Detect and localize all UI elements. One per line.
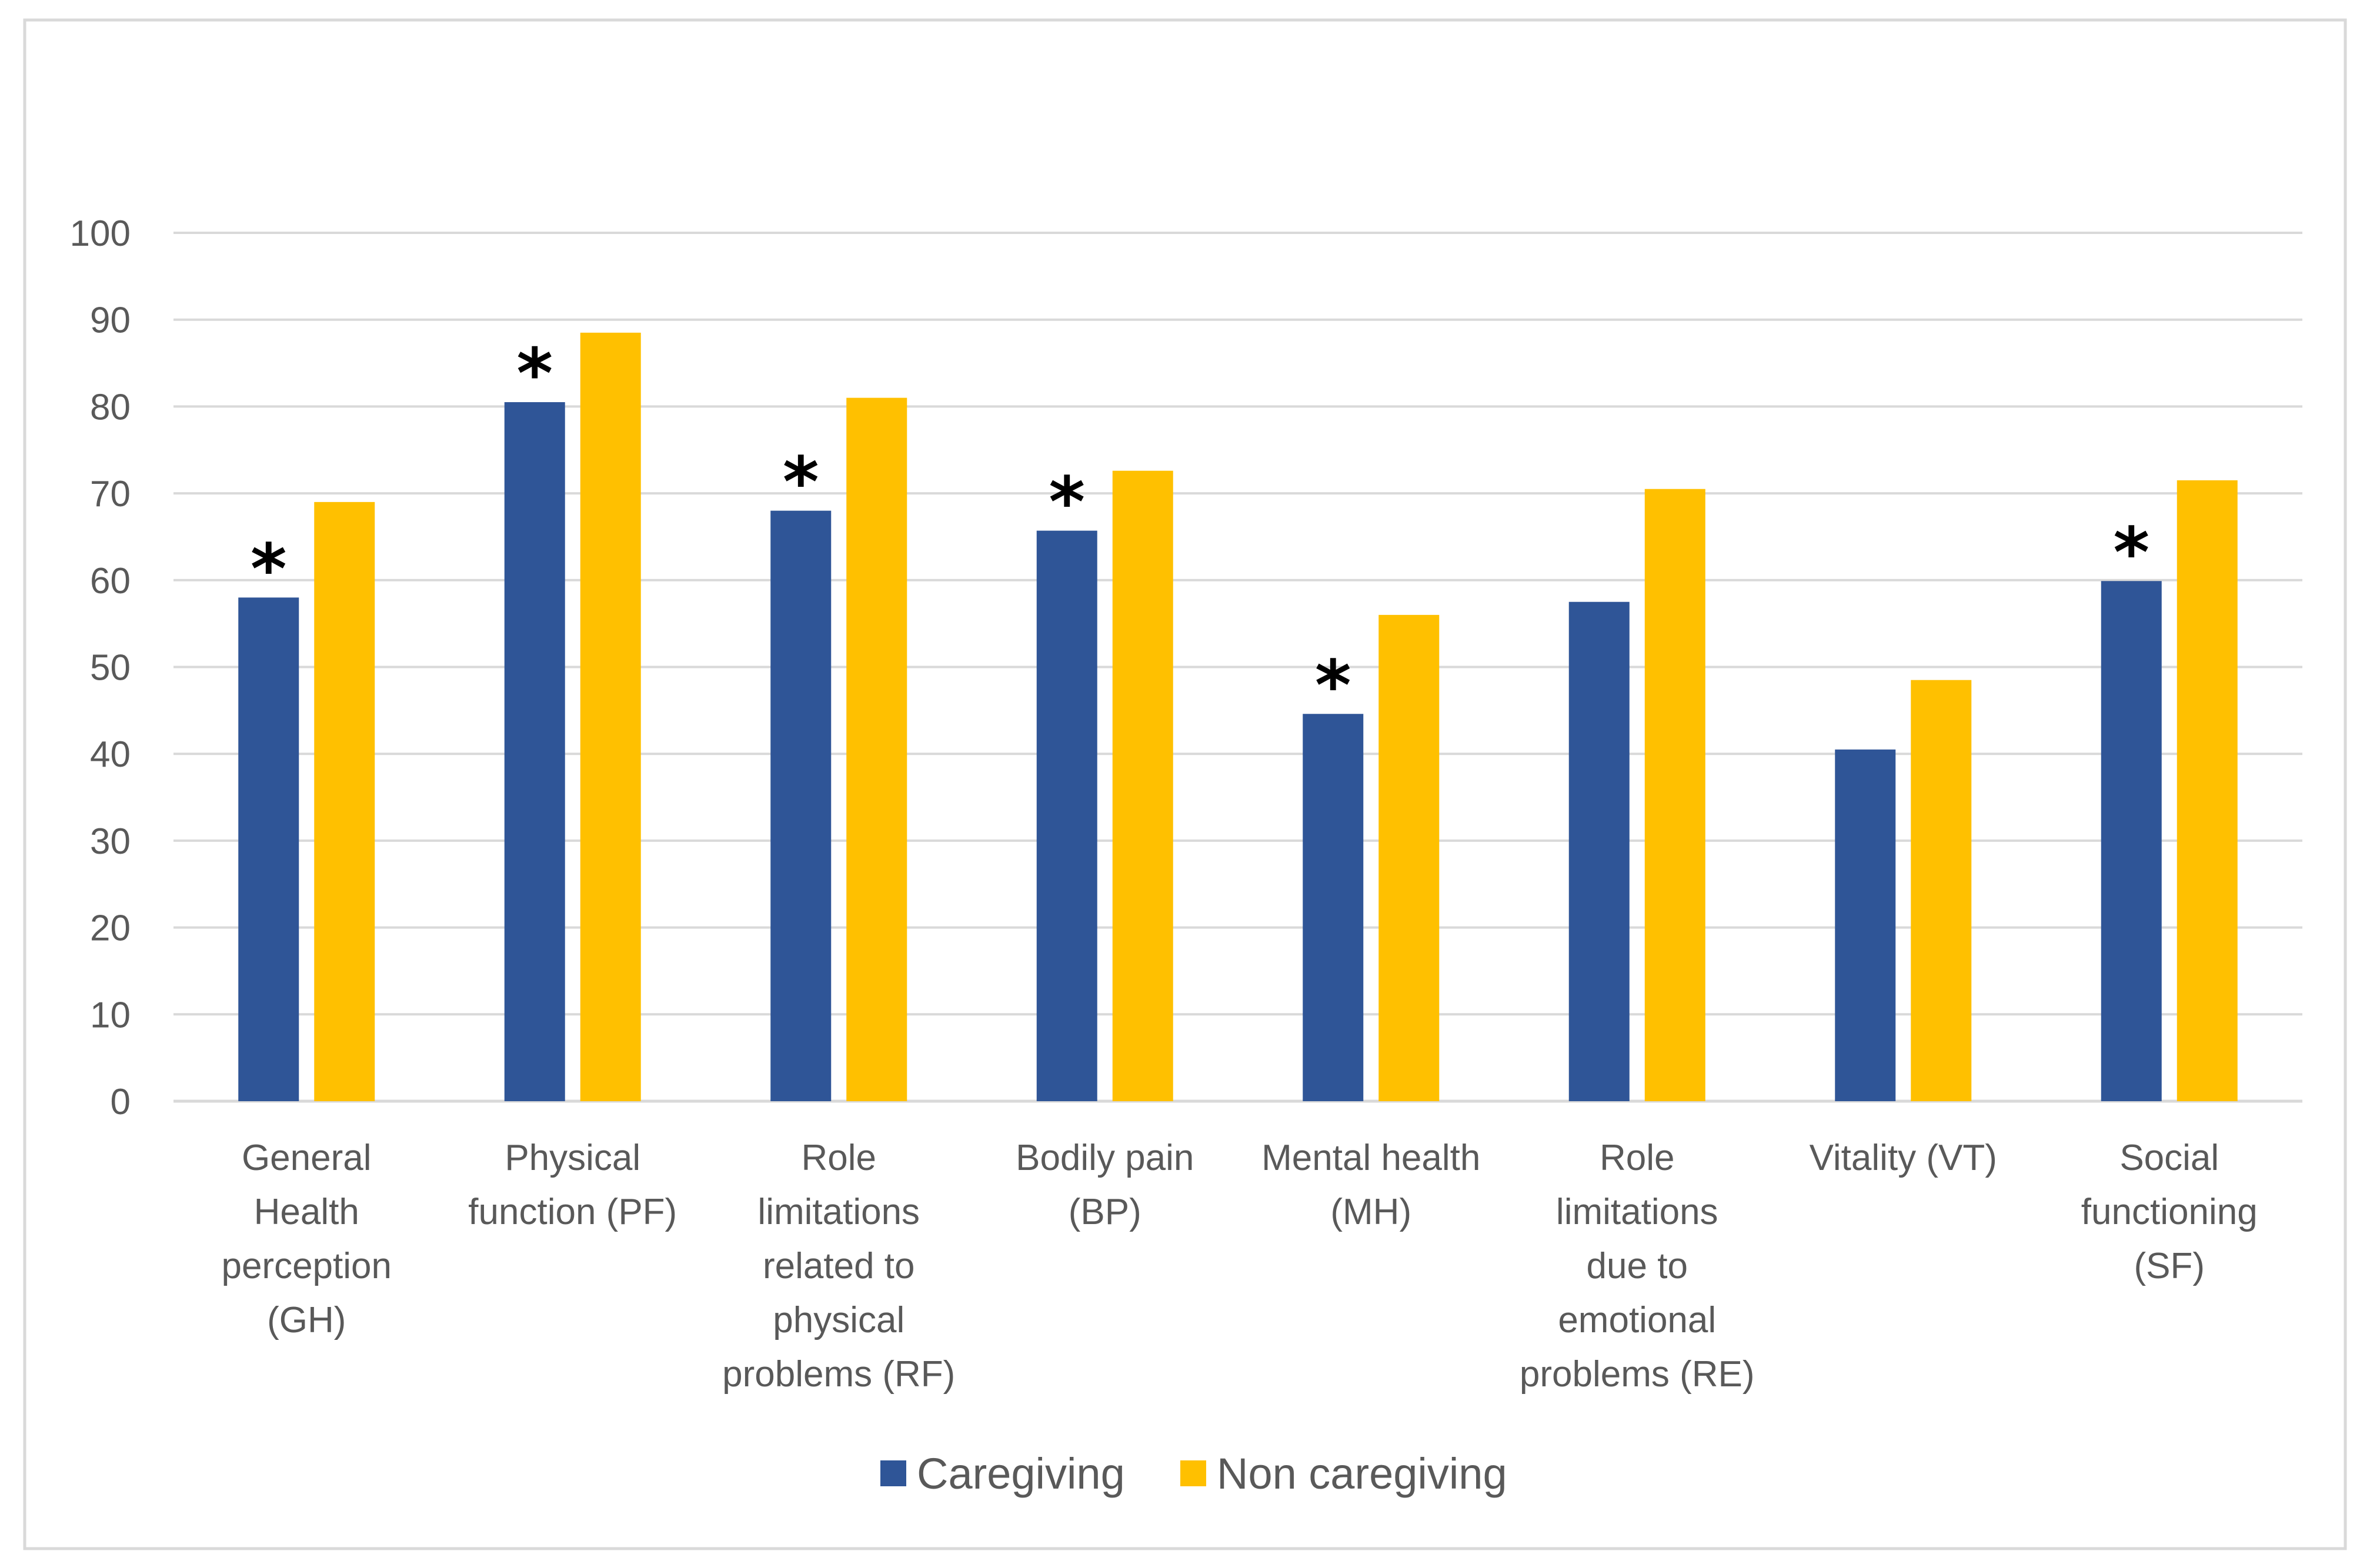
significance-asterisk: * [783, 442, 819, 523]
bar-caregiving [238, 597, 299, 1101]
significance-asterisk: * [1315, 644, 1351, 726]
x-category-label-line: Role [801, 1138, 876, 1178]
significance-asterisk: * [1049, 462, 1085, 543]
x-category-label: Social functioning (SF) [2081, 1138, 2258, 1286]
x-category-label: Vitality (VT) [1810, 1138, 1997, 1178]
x-category-label-line: General [242, 1138, 372, 1178]
x-category-label-line: Vitality (VT) [1810, 1138, 1997, 1178]
bar-non-caregiving [1112, 470, 1173, 1101]
bar-non-caregiving [846, 397, 907, 1101]
significance-asterisk: * [516, 333, 553, 414]
x-category-label-line: related to [763, 1246, 915, 1286]
bar-caregiving [1036, 530, 1097, 1101]
x-category-label: Physical function (PF) [468, 1138, 677, 1232]
y-tick-label: 70 [90, 474, 131, 514]
bar-non-caregiving [1378, 614, 1440, 1101]
bars [238, 332, 2238, 1101]
y-tick-label: 50 [90, 648, 131, 688]
x-category-label-line: Mental health [1261, 1138, 1480, 1178]
y-tick-label: 90 [90, 300, 131, 341]
y-tick-label: 10 [90, 995, 131, 1035]
y-tick-label: 30 [90, 821, 131, 862]
x-category-label-line: problems (RE) [1520, 1354, 1755, 1395]
x-category-label-line: Bodily pain [1016, 1138, 1194, 1178]
x-category-label-line: function (PF) [468, 1192, 677, 1232]
legend-label-caregiving: Caregiving [917, 1449, 1125, 1498]
x-category-label-line: (SF) [2134, 1246, 2205, 1286]
x-category-label-line: (BP) [1069, 1192, 1141, 1232]
bar-caregiving [1568, 601, 1630, 1101]
x-category-label-line: physical [773, 1300, 904, 1340]
bar-caregiving [1303, 714, 1364, 1101]
x-category-label-line: Social [2119, 1138, 2219, 1178]
bar-caregiving [2101, 581, 2162, 1101]
legend-swatch-non-caregiving [1180, 1460, 1206, 1486]
x-category-label-line: perception [221, 1246, 392, 1286]
legend-label-non-caregiving: Non caregiving [1217, 1449, 1507, 1498]
legend-swatch-caregiving [880, 1460, 906, 1486]
y-axis-ticks: 0 10 20 30 40 50 60 70 80 90 100 [70, 213, 131, 1122]
x-category-label-line: problems (RF) [722, 1354, 955, 1395]
x-category-label-line: Physical [505, 1138, 640, 1178]
bar-non-caregiving [314, 502, 375, 1101]
x-category-label-line: functioning [2081, 1192, 2258, 1232]
x-category-label-line: emotional [1558, 1300, 1716, 1340]
x-axis-category-labels: General Health perception (GH) Physical funct… [221, 1138, 2257, 1395]
bar-non-caregiving [1911, 680, 1972, 1101]
legend: Caregiving Non caregiving [880, 1449, 1507, 1498]
significance-markers: * * * * * * [251, 333, 2149, 726]
y-tick-label: 40 [90, 734, 131, 775]
y-tick-label: 80 [90, 387, 131, 427]
x-category-label: Bodily pain (BP) [1016, 1138, 1194, 1232]
x-category-label: Mental health (MH) [1261, 1138, 1480, 1232]
significance-asterisk: * [251, 528, 287, 609]
x-category-label: Role limitations related to physical problem… [722, 1138, 955, 1395]
significance-asterisk: * [2113, 511, 2149, 593]
x-category-label-line: limitations [1556, 1192, 1718, 1232]
x-category-label-line: limitations [757, 1192, 920, 1232]
y-tick-label: 100 [70, 213, 131, 254]
bar-caregiving [770, 510, 832, 1101]
x-category-label-line: Role [1600, 1138, 1675, 1178]
y-tick-label: 0 [111, 1082, 131, 1122]
x-category-label: Role limitations due to emotional problems (… [1520, 1138, 1755, 1395]
bar-non-caregiving [580, 332, 641, 1101]
x-category-label-line: (MH) [1330, 1192, 1411, 1232]
bar-non-caregiving [2177, 480, 2238, 1101]
bar-caregiving [504, 402, 565, 1101]
x-category-label-line: (GH) [267, 1300, 346, 1340]
bar-non-caregiving [1644, 489, 1705, 1101]
y-tick-label: 20 [90, 908, 131, 949]
y-tick-label: 60 [90, 561, 131, 601]
x-category-label-line: Health [254, 1192, 359, 1232]
x-category-label: General Health perception (GH) [221, 1138, 392, 1340]
x-category-label-line: due to [1587, 1246, 1688, 1286]
bar-caregiving [1835, 749, 1896, 1101]
